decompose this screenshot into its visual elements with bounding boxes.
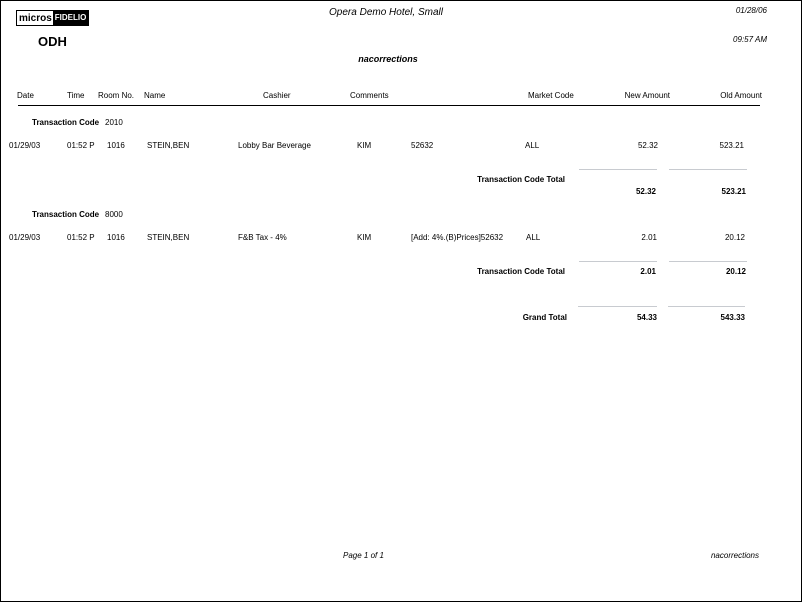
group-label: Transaction Code bbox=[32, 118, 100, 127]
subtotal-line bbox=[579, 261, 657, 262]
group-label: Transaction Code bbox=[32, 210, 100, 219]
subtotal-line bbox=[669, 261, 747, 262]
property-code: ODH bbox=[38, 34, 67, 49]
row-description: Lobby Bar Beverage bbox=[238, 141, 311, 150]
row-time: 01:52 P bbox=[67, 233, 95, 242]
grand-total-line bbox=[578, 306, 657, 307]
row-market-code: ALL bbox=[525, 141, 540, 150]
column-header-old-amount: Old Amount bbox=[720, 91, 762, 100]
row-new-amount: 2.01 bbox=[641, 233, 657, 242]
grand-total-label: Grand Total bbox=[522, 313, 567, 322]
row-cashier: KIM bbox=[357, 141, 372, 150]
group-code: 8000 bbox=[105, 210, 123, 219]
group-total-label: Transaction Code Total bbox=[477, 267, 565, 276]
group-total-new: 2.01 bbox=[640, 267, 656, 276]
column-header-name: Name bbox=[144, 91, 166, 100]
page-number: Page 1 of 1 bbox=[343, 551, 384, 560]
row-room: 1016 bbox=[107, 233, 125, 242]
group-total-new: 52.32 bbox=[635, 187, 656, 196]
hotel-name: Opera Demo Hotel, Small bbox=[329, 7, 443, 18]
row-comments: 52632 bbox=[411, 141, 434, 150]
row-description: F&B Tax - 4% bbox=[238, 233, 287, 242]
row-new-amount: 52.32 bbox=[637, 141, 658, 150]
row-old-amount: 20.12 bbox=[724, 233, 745, 242]
grand-total-line bbox=[668, 306, 745, 307]
group-total-old: 20.12 bbox=[725, 267, 746, 276]
group-total-label: Transaction Code Total bbox=[477, 175, 565, 184]
subtotal-line bbox=[669, 169, 747, 170]
row-comments: [Add: 4%.(B)Prices]52632 bbox=[411, 233, 504, 242]
column-header-cashier: Cashier bbox=[263, 91, 291, 100]
row-date: 01/29/03 bbox=[9, 233, 41, 242]
grand-total-old: 543.33 bbox=[720, 313, 745, 322]
column-header-date: Date bbox=[17, 91, 34, 100]
row-cashier: KIM bbox=[357, 233, 372, 242]
row-time: 01:52 P bbox=[67, 141, 95, 150]
group-code: 2010 bbox=[105, 118, 123, 127]
subtotal-line bbox=[579, 169, 657, 170]
row-old-amount: 523.21 bbox=[719, 141, 744, 150]
footer-report-name: nacorrections bbox=[710, 551, 759, 560]
header-divider bbox=[18, 105, 760, 106]
row-market-code: ALL bbox=[526, 233, 541, 242]
report-time: 09:57 AM bbox=[733, 35, 767, 44]
column-header-market-code: Market Code bbox=[528, 91, 574, 100]
column-header-new-amount: New Amount bbox=[624, 91, 670, 100]
report-title: nacorrections bbox=[358, 54, 418, 64]
row-date: 01/29/03 bbox=[9, 141, 41, 150]
grand-total-new: 54.33 bbox=[636, 313, 657, 322]
row-name: STEIN,BEN bbox=[147, 233, 190, 242]
group-total-old: 523.21 bbox=[721, 187, 746, 196]
row-name: STEIN,BEN bbox=[147, 141, 190, 150]
micros-fidelio-logo: micros FIDELIO bbox=[16, 10, 90, 26]
column-header-comments: Comments bbox=[350, 91, 389, 100]
report-date: 01/28/06 bbox=[735, 6, 767, 15]
row-room: 1016 bbox=[107, 141, 125, 150]
column-header-time: Time bbox=[67, 91, 85, 100]
column-header-room: Room No. bbox=[98, 91, 135, 100]
